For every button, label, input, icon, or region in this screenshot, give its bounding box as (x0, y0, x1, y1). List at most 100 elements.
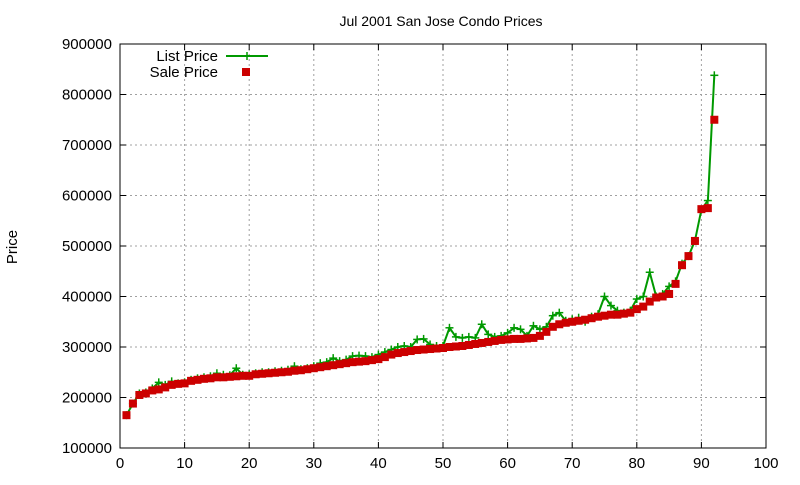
list-price-point (632, 295, 641, 304)
sale-price-point (148, 386, 157, 395)
sale-price-point (393, 349, 402, 358)
sale-price-point (413, 346, 422, 355)
sale-price-point (703, 204, 712, 213)
sale-price-point (187, 376, 196, 385)
sale-price-point (135, 390, 144, 399)
sale-price-point (645, 297, 654, 306)
sale-price-point (535, 331, 544, 340)
sale-price-point (639, 302, 648, 311)
sale-price-point (277, 368, 286, 377)
sale-price-point (613, 310, 622, 319)
sale-price-point (400, 348, 409, 357)
y-tick-label: 700000 (62, 137, 112, 154)
sale-price-point (296, 366, 305, 375)
sale-price-point (426, 345, 435, 354)
sale-price-point (561, 318, 570, 327)
y-tick-label: 300000 (62, 339, 112, 356)
chart-title: Jul 2001 San Jose Condo Prices (339, 13, 542, 29)
list-price-point (516, 325, 525, 334)
sale-price-point (380, 353, 389, 362)
sale-price-point (600, 311, 609, 320)
sale-price-point (303, 365, 312, 374)
x-tick-label: 10 (176, 455, 193, 472)
sale-price-point (587, 314, 596, 323)
sale-price-point (406, 347, 415, 356)
sale-price-point (690, 236, 699, 245)
sale-price-point (432, 344, 441, 353)
sale-price-point (439, 344, 447, 353)
sale-price-point (697, 205, 706, 214)
legend-label-list-price: List Price (156, 48, 218, 65)
sale-price-point (258, 369, 267, 378)
list-price-point (154, 378, 163, 387)
sale-price-point (367, 356, 376, 365)
sale-price-point (374, 355, 383, 364)
sale-price-point (445, 343, 454, 351)
sale-price-point (348, 358, 357, 367)
x-tick-label: 30 (305, 455, 322, 472)
x-tick-label: 80 (628, 455, 645, 472)
x-tick-label: 20 (241, 455, 258, 472)
sale-price-point (206, 374, 215, 383)
list-price-point (484, 330, 493, 339)
list-price-point (458, 333, 467, 342)
sale-price-point (684, 252, 693, 261)
sale-price-point (264, 369, 273, 378)
y-tick-label: 100000 (62, 440, 112, 457)
list-price-point (329, 354, 338, 363)
sale-price-point (174, 379, 183, 388)
list-price-point (645, 268, 654, 277)
sale-price-point (710, 115, 719, 124)
list-price-point (600, 292, 609, 301)
y-tick-label: 400000 (62, 289, 112, 306)
sale-price-point (199, 374, 208, 383)
sale-price-point (128, 399, 137, 408)
sale-price-point (161, 383, 170, 392)
list-price-point (451, 332, 460, 341)
sale-price-point (290, 366, 299, 375)
sale-price-point (542, 327, 551, 336)
x-tick-label: 90 (693, 455, 710, 472)
sale-price-point (652, 293, 661, 302)
x-tick-label: 40 (370, 455, 387, 472)
sale-price-point (490, 336, 499, 345)
list-price-point (548, 311, 557, 320)
sale-price-point (245, 371, 254, 380)
sale-price-point (471, 339, 480, 348)
sale-price-point (238, 371, 247, 380)
sale-price-point (529, 333, 538, 342)
sale-price-point (522, 334, 531, 343)
sale-price-point (606, 310, 615, 319)
sale-price-point (322, 362, 331, 371)
sale-price-point (271, 368, 280, 377)
sale-price-point (510, 334, 519, 343)
sale-price-point (329, 361, 338, 370)
sale-price-point (626, 308, 635, 317)
sale-price-point (451, 342, 460, 351)
list-price-point (555, 308, 564, 317)
list-price-point (232, 364, 241, 373)
axis-ticks: 0 10 20 30 40 50 60 70 80 90 100 100000 200000 300000… (62, 36, 779, 472)
x-tick-label: 0 (116, 455, 124, 472)
y-axis-label: Price (4, 230, 21, 264)
list-price-point (477, 320, 486, 329)
x-tick-label: 60 (499, 455, 516, 472)
sale-price-point (484, 337, 493, 346)
sale-price-point (342, 359, 351, 368)
data-series (122, 71, 719, 420)
sale-price-point (548, 322, 557, 331)
list-price-point (639, 292, 648, 301)
legend-label-sale-price: Sale Price (150, 64, 218, 81)
sale-price-point (678, 261, 687, 270)
sale-price-point (387, 350, 396, 359)
sale-price-point (619, 309, 628, 318)
sale-price-point (497, 335, 506, 344)
sale-price-point (316, 363, 325, 372)
sale-price-point (671, 279, 680, 288)
grid-lines (120, 44, 766, 448)
sale-price-point (594, 312, 603, 321)
x-tick-label: 50 (435, 455, 452, 472)
sale-price-point (658, 292, 667, 301)
sale-price-point (503, 335, 512, 344)
